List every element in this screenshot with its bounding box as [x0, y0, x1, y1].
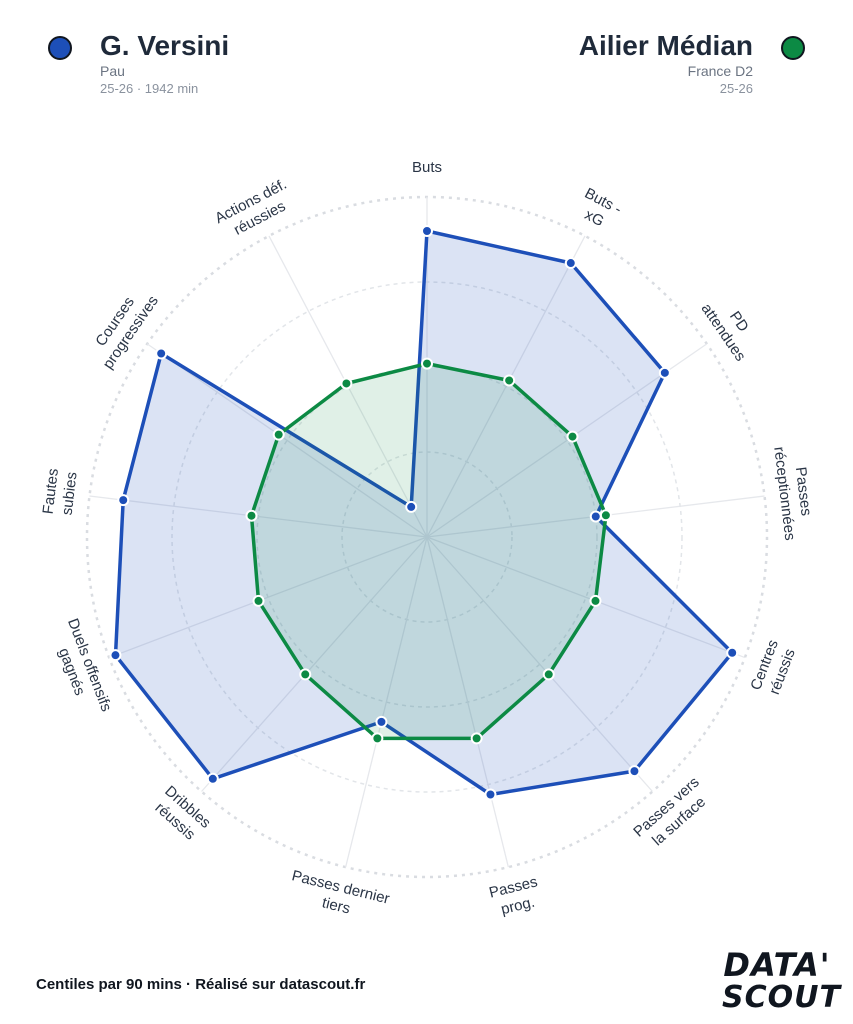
- series-polygon-0: [113, 229, 734, 797]
- spoke-5: [426, 536, 653, 792]
- series-0-point-11: [155, 347, 168, 360]
- spoke-4: [426, 536, 746, 659]
- header: G. Versini Pau 25-26 · 1942 min Ailier M…: [0, 30, 853, 110]
- axis-label-1-line-1: xG: [582, 206, 607, 230]
- axis-label-10-line-0: Fautes: [40, 468, 62, 516]
- spoke-7: [345, 536, 428, 868]
- spoke-8: [201, 536, 428, 792]
- series-0-point-10: [117, 494, 130, 507]
- axis-label-3-line-1: réceptionnées: [770, 446, 798, 542]
- datascout-logo: DATA' SCOUT: [722, 946, 841, 1016]
- reference-legend: Ailier Médian France D2 25-26: [505, 30, 805, 110]
- series-0-point-8: [206, 772, 219, 785]
- series-0-point-4: [726, 646, 739, 659]
- reference-league: France D2: [687, 63, 753, 79]
- player-name: G. Versini: [100, 30, 230, 61]
- series-1-point-8: [299, 668, 312, 681]
- ring-25: [341, 451, 513, 623]
- reference-season: 25-26: [719, 81, 753, 96]
- axis-label-0-line-0: Buts: [412, 159, 442, 176]
- series-0-point-9: [109, 649, 122, 662]
- axis-label-3-line-0: Passes: [792, 466, 815, 517]
- series-polygon-1: [249, 361, 608, 741]
- series-0-point-3: [589, 510, 602, 523]
- series-0-point-1: [564, 257, 577, 270]
- player-color-dot: [48, 36, 72, 60]
- reference-name: Ailier Médian: [578, 30, 753, 61]
- series-1-point-7: [371, 732, 384, 745]
- axis-label-7-line-1: tiers: [320, 894, 352, 917]
- spoke-11: [146, 343, 428, 538]
- spoke-10: [89, 495, 428, 538]
- spoke-9: [108, 536, 428, 659]
- series-1-point-3: [599, 509, 612, 522]
- series-1-point-1: [503, 374, 516, 387]
- logo-line-1: DATA': [723, 946, 831, 984]
- spoke-6: [426, 536, 509, 868]
- series-1-point-0: [421, 357, 433, 370]
- series-1-point-9: [252, 594, 265, 607]
- axis-label-0: Buts: [412, 159, 442, 176]
- series-1-point-6: [470, 732, 483, 745]
- series-0-point-7: [375, 715, 388, 728]
- player-season-minutes: 25-26 · 1942 min: [100, 81, 199, 96]
- footer-note: Centiles par 90 mins · Réalisé sur datas…: [36, 976, 366, 993]
- axis-label-12: Actions déf.réussies: [212, 176, 289, 239]
- series-0-point-0: [421, 225, 433, 237]
- series-1-point-4: [589, 594, 602, 607]
- axis-label-1: Buts -xG: [582, 185, 625, 230]
- series-1-point-5: [542, 668, 555, 681]
- series-0-point-2: [658, 366, 671, 379]
- series-1-point-10: [245, 509, 258, 522]
- spoke-1: [426, 235, 586, 538]
- series-1-point-11: [272, 428, 285, 441]
- player-club: Pau: [100, 63, 125, 79]
- axis-label-10-line-1: subies: [59, 471, 81, 516]
- series-0-point-6: [484, 788, 497, 801]
- series-1-point-12: [340, 377, 353, 390]
- series-0-point-5: [628, 765, 641, 778]
- series-0-point-12: [405, 500, 418, 513]
- logo-line-2: SCOUT: [722, 980, 841, 1015]
- series-1-point-2: [566, 430, 579, 443]
- reference-color-dot: [781, 36, 805, 60]
